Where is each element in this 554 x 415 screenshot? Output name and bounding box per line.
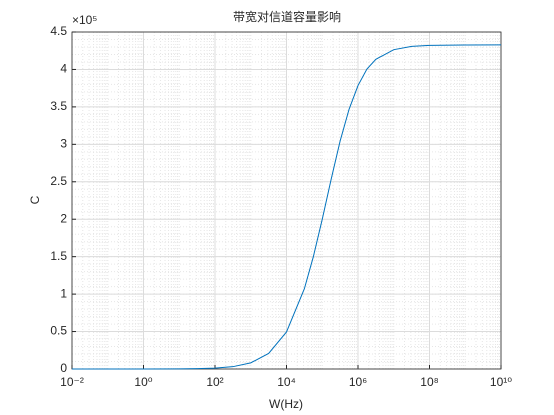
plot-frame <box>71 31 502 370</box>
y-exponent: ×10⁵ <box>72 13 97 27</box>
y-tick-label: 3.5 <box>50 99 67 113</box>
y-tick-label: 1.5 <box>50 249 67 263</box>
y-tick-label: 1 <box>60 286 67 300</box>
x-tick-label: 10⁸ <box>420 375 438 389</box>
y-axis-label: C <box>28 195 42 204</box>
x-tick-label: 10⁰ <box>134 375 152 389</box>
x-tick-label: 10¹⁰ <box>490 375 512 389</box>
y-tick-label: 2 <box>60 211 67 225</box>
chart-title: 带宽对信道容量影响 <box>233 9 341 24</box>
x-tick-label: 10² <box>206 375 223 389</box>
x-tick-label: 10⁻² <box>60 375 84 389</box>
y-tick-label: 4.5 <box>50 24 67 38</box>
y-tick-label: 2.5 <box>50 174 67 188</box>
y-tick-label: 3 <box>60 137 67 151</box>
x-tick-label: 10⁴ <box>277 375 296 389</box>
x-tick-label: 10⁶ <box>349 375 367 389</box>
y-tick-label: 4 <box>60 62 67 76</box>
y-tick-label: 0.5 <box>50 324 67 338</box>
line <box>72 44 502 370</box>
x-axis-label: W(Hz) <box>269 397 303 411</box>
y-tick-label: 0 <box>60 361 67 375</box>
